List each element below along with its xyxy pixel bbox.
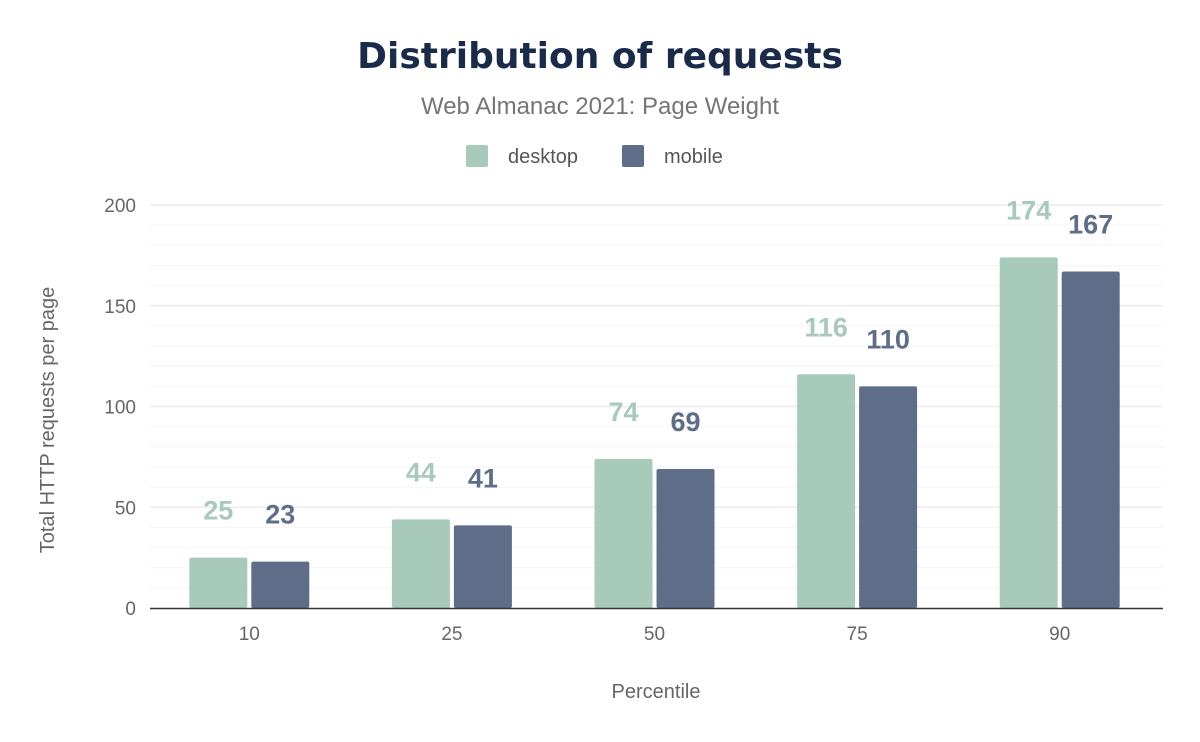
y-tick-label: 0 <box>125 599 136 620</box>
x-tick-label: 10 <box>239 624 260 645</box>
y-tick-label: 50 <box>115 498 136 519</box>
x-tick-label: 50 <box>644 624 665 645</box>
bars: 25 23 44 41 74 69 116 110 174 167 <box>189 195 1120 608</box>
bar-desktop-90 <box>999 257 1058 608</box>
bar-mobile-90 <box>1061 271 1120 608</box>
chart-title: Distribution of requests <box>357 36 843 77</box>
data-label-desktop-50: 74 <box>608 397 638 427</box>
bar-mobile-10 <box>251 561 310 608</box>
y-tick-label: 150 <box>104 297 136 318</box>
data-label-mobile-25: 41 <box>468 463 498 493</box>
legend-label-desktop[interactable]: desktop <box>508 146 578 168</box>
bar-mobile-75 <box>859 386 918 608</box>
legend-swatch-mobile <box>622 145 644 167</box>
y-axis-ticks: 0 50 100 150 200 <box>104 196 136 620</box>
data-label-desktop-90: 174 <box>1006 195 1051 225</box>
x-axis-ticks: 10 25 50 75 90 <box>239 624 1071 645</box>
legend: desktop mobile <box>466 145 723 168</box>
data-label-mobile-10: 23 <box>265 500 295 530</box>
y-tick-label: 200 <box>104 196 136 217</box>
legend-swatch-desktop <box>466 145 488 167</box>
data-label-desktop-75: 116 <box>804 312 848 342</box>
bar-mobile-50 <box>656 468 715 608</box>
x-tick-label: 75 <box>847 624 868 645</box>
x-axis-title: Percentile <box>612 681 701 703</box>
bar-desktop-75 <box>797 374 856 608</box>
bar-mobile-25 <box>453 525 512 608</box>
data-label-desktop-25: 44 <box>406 457 436 487</box>
data-label-mobile-75: 110 <box>866 324 910 354</box>
bar-desktop-25 <box>391 519 450 608</box>
bar-desktop-50 <box>594 458 653 608</box>
x-tick-label: 25 <box>441 624 462 645</box>
data-label-mobile-50: 69 <box>670 407 700 437</box>
data-label-mobile-90: 167 <box>1068 209 1113 239</box>
chart-subtitle: Web Almanac 2021: Page Weight <box>421 93 779 120</box>
bar-desktop-10 <box>189 557 248 608</box>
x-tick-label: 90 <box>1049 624 1070 645</box>
y-axis-title: Total HTTP requests per page <box>37 287 59 553</box>
legend-label-mobile[interactable]: mobile <box>664 146 723 168</box>
y-tick-label: 100 <box>104 398 136 419</box>
data-label-desktop-10: 25 <box>203 496 233 526</box>
